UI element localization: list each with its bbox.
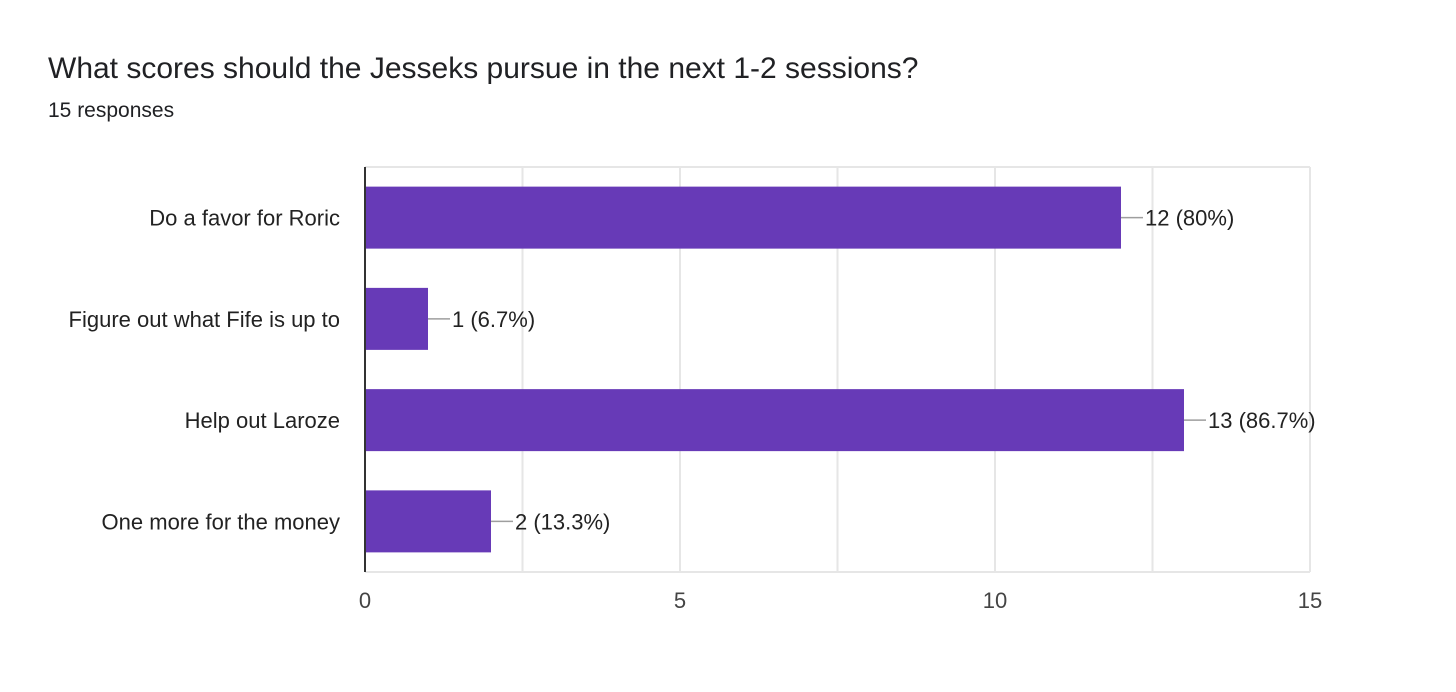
category-label: One more for the money xyxy=(102,509,340,534)
x-tick-label: 15 xyxy=(1298,588,1322,613)
axes: 0 5 10 15 xyxy=(359,167,1322,613)
x-tick-label: 10 xyxy=(983,588,1007,613)
data-label: 1 (6.7%) xyxy=(452,307,535,332)
bar xyxy=(365,389,1184,452)
labels: 12 (80%) Do a favor for Roric 1 (6.7%) Figu… xyxy=(69,206,1316,535)
gridlines xyxy=(365,166,1311,573)
question-title: What scores should the Jesseks pursue in… xyxy=(48,52,919,85)
category-label: Figure out what Fife is up to xyxy=(69,307,340,332)
x-tick-label: 5 xyxy=(674,588,686,613)
bar xyxy=(365,490,491,553)
data-label: 2 (13.3%) xyxy=(515,509,610,534)
x-tick-label: 0 xyxy=(359,588,371,613)
bars xyxy=(365,186,1184,553)
bar xyxy=(365,186,1121,249)
category-label: Help out Laroze xyxy=(185,408,340,433)
data-label: 13 (86.7%) xyxy=(1208,408,1316,433)
bar xyxy=(365,287,428,350)
data-label: 12 (80%) xyxy=(1145,206,1234,231)
response-count: 15 responses xyxy=(48,99,175,122)
category-label: Do a favor for Roric xyxy=(149,206,340,231)
